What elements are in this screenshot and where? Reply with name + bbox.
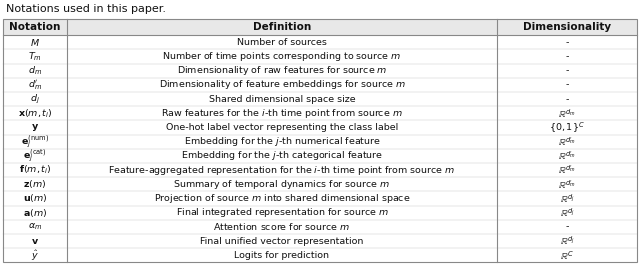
Text: Number of time points corresponding to source $m$: Number of time points corresponding to s… bbox=[163, 50, 401, 63]
Text: $d_m$: $d_m$ bbox=[28, 64, 42, 77]
Text: Number of sources: Number of sources bbox=[237, 38, 327, 47]
Text: Shared dimensional space size: Shared dimensional space size bbox=[209, 95, 355, 104]
Text: $\mathbf{x}(m, t_i)$: $\mathbf{x}(m, t_i)$ bbox=[17, 107, 52, 120]
Text: Embedding for the $j$-th numerical feature: Embedding for the $j$-th numerical featu… bbox=[184, 135, 380, 148]
Text: $T_m$: $T_m$ bbox=[28, 50, 42, 63]
Text: Projection of source $m$ into shared dimensional space: Projection of source $m$ into shared dim… bbox=[154, 192, 410, 205]
Text: Summary of temporal dynamics for source $m$: Summary of temporal dynamics for source … bbox=[173, 178, 390, 191]
Text: $\mathbb{R}^{d^{\prime}_m}$: $\mathbb{R}^{d^{\prime}_m}$ bbox=[558, 178, 576, 191]
Text: Dimensionality of feature embeddings for source $m$: Dimensionality of feature embeddings for… bbox=[159, 78, 405, 91]
Text: $\mathbf{a}(m)$: $\mathbf{a}(m)$ bbox=[23, 207, 47, 219]
Text: Logits for prediction: Logits for prediction bbox=[234, 251, 330, 260]
Text: $d^{\prime}_m$: $d^{\prime}_m$ bbox=[28, 78, 42, 92]
Text: -: - bbox=[565, 38, 569, 47]
Text: $d_j$: $d_j$ bbox=[30, 92, 40, 106]
Text: $\mathbb{R}^{d_j}$: $\mathbb{R}^{d_j}$ bbox=[560, 206, 574, 219]
Text: $\mathbf{z}(m)$: $\mathbf{z}(m)$ bbox=[23, 178, 47, 190]
Text: Attention score for source $m$: Attention score for source $m$ bbox=[213, 221, 351, 232]
Text: One-hot label vector representing the class label: One-hot label vector representing the cl… bbox=[166, 123, 398, 132]
Text: $\mathbf{e}_j^{(\mathrm{cat})}$: $\mathbf{e}_j^{(\mathrm{cat})}$ bbox=[23, 148, 47, 164]
Text: -: - bbox=[565, 52, 569, 61]
Text: Final integrated representation for source $m$: Final integrated representation for sour… bbox=[175, 206, 388, 219]
Text: $\mathbf{v}$: $\mathbf{v}$ bbox=[31, 237, 39, 246]
Text: $\hat{y}$: $\hat{y}$ bbox=[31, 248, 39, 263]
Text: $\alpha_m$: $\alpha_m$ bbox=[28, 222, 42, 232]
Text: Dimensionality: Dimensionality bbox=[523, 22, 611, 32]
Bar bbox=[3, 19, 637, 35]
Text: $\mathbf{e}_j^{(\mathrm{num})}$: $\mathbf{e}_j^{(\mathrm{num})}$ bbox=[21, 134, 49, 150]
Text: -: - bbox=[565, 81, 569, 90]
Text: $\mathbb{R}^{d^{\prime}_m}$: $\mathbb{R}^{d^{\prime}_m}$ bbox=[558, 150, 576, 162]
Text: $\mathbb{R}^{d_m}$: $\mathbb{R}^{d_m}$ bbox=[558, 107, 576, 120]
Text: Final unified vector representation: Final unified vector representation bbox=[200, 237, 364, 246]
Text: Embedding for the $j$-th categorical feature: Embedding for the $j$-th categorical fea… bbox=[181, 149, 383, 162]
Text: $\mathbf{y}$: $\mathbf{y}$ bbox=[31, 122, 39, 133]
Text: $\mathbf{u}(m)$: $\mathbf{u}(m)$ bbox=[22, 192, 47, 205]
Text: Feature-aggregated representation for the $i$-th time point from source $m$: Feature-aggregated representation for th… bbox=[108, 164, 456, 176]
Text: Notation: Notation bbox=[9, 22, 61, 32]
Text: Dimensionality of raw features for source $m$: Dimensionality of raw features for sourc… bbox=[177, 64, 387, 77]
Text: $\{0,1\}^C$: $\{0,1\}^C$ bbox=[549, 120, 585, 135]
Text: $\mathbb{R}^{d^{\prime}_m}$: $\mathbb{R}^{d^{\prime}_m}$ bbox=[558, 164, 576, 176]
Text: Notations used in this paper.: Notations used in this paper. bbox=[6, 4, 166, 14]
Text: $\mathbf{f}(m, t_i)$: $\mathbf{f}(m, t_i)$ bbox=[19, 164, 51, 176]
Text: $\mathbb{R}^{d^{\prime}_m}$: $\mathbb{R}^{d^{\prime}_m}$ bbox=[558, 135, 576, 148]
Text: $M$: $M$ bbox=[30, 37, 40, 48]
Text: -: - bbox=[565, 95, 569, 104]
Text: $\mathbb{R}^{d_j}$: $\mathbb{R}^{d_j}$ bbox=[560, 235, 574, 247]
Text: $\mathbb{R}^{d_j}$: $\mathbb{R}^{d_j}$ bbox=[560, 192, 574, 205]
Text: -: - bbox=[565, 222, 569, 231]
Text: -: - bbox=[565, 66, 569, 75]
Text: $\mathbb{R}^C$: $\mathbb{R}^C$ bbox=[560, 249, 574, 262]
Text: Definition: Definition bbox=[253, 22, 311, 32]
Text: Raw features for the $i$-th time point from source $m$: Raw features for the $i$-th time point f… bbox=[161, 107, 403, 120]
